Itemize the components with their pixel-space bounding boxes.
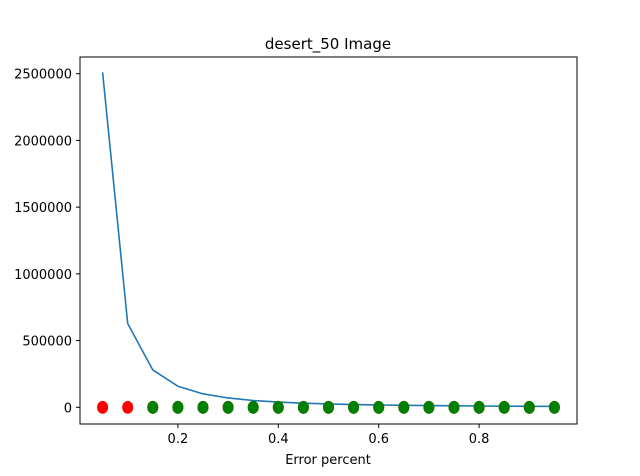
x-tick-label: 0.4 [268,432,289,447]
y-tick-label: 1000000 [14,268,72,283]
data-point [197,400,209,414]
data-point [548,400,560,414]
y-tick-label: 0 [64,401,72,416]
data-point [398,400,410,414]
data-point [272,400,284,414]
data-point [373,400,385,414]
y-tick-label: 2000000 [14,134,72,149]
series-layer [97,72,560,414]
data-point [323,400,334,414]
data-point [222,400,234,414]
x-axis-label: Error percent [285,453,371,468]
x-tick-label: 0.8 [469,432,490,447]
y-tick-label: 1500000 [14,201,72,216]
data-point [523,400,535,414]
data-point [448,400,460,414]
axes-frame [79,56,578,425]
data-point [423,400,435,414]
x-tick-label: 0.6 [368,432,389,447]
data-point [247,400,259,414]
data-point [348,400,360,414]
data-point [147,400,159,414]
chart-title: desert_50 Image [265,35,391,54]
data-point [122,400,134,414]
y-tick-label: 2500000 [14,68,72,83]
data-point [297,400,309,414]
y-axis-ticks: 0 500000 1000000 1500000 2000000 2500000 [14,68,80,416]
data-point [473,400,485,414]
data-point [498,400,510,414]
data-point [172,400,184,414]
data-point [97,400,109,414]
y-tick-label: 500000 [22,335,72,350]
x-axis-ticks: 0.2 0.4 0.6 0.8 [168,424,490,447]
x-tick-label: 0.2 [168,432,189,447]
